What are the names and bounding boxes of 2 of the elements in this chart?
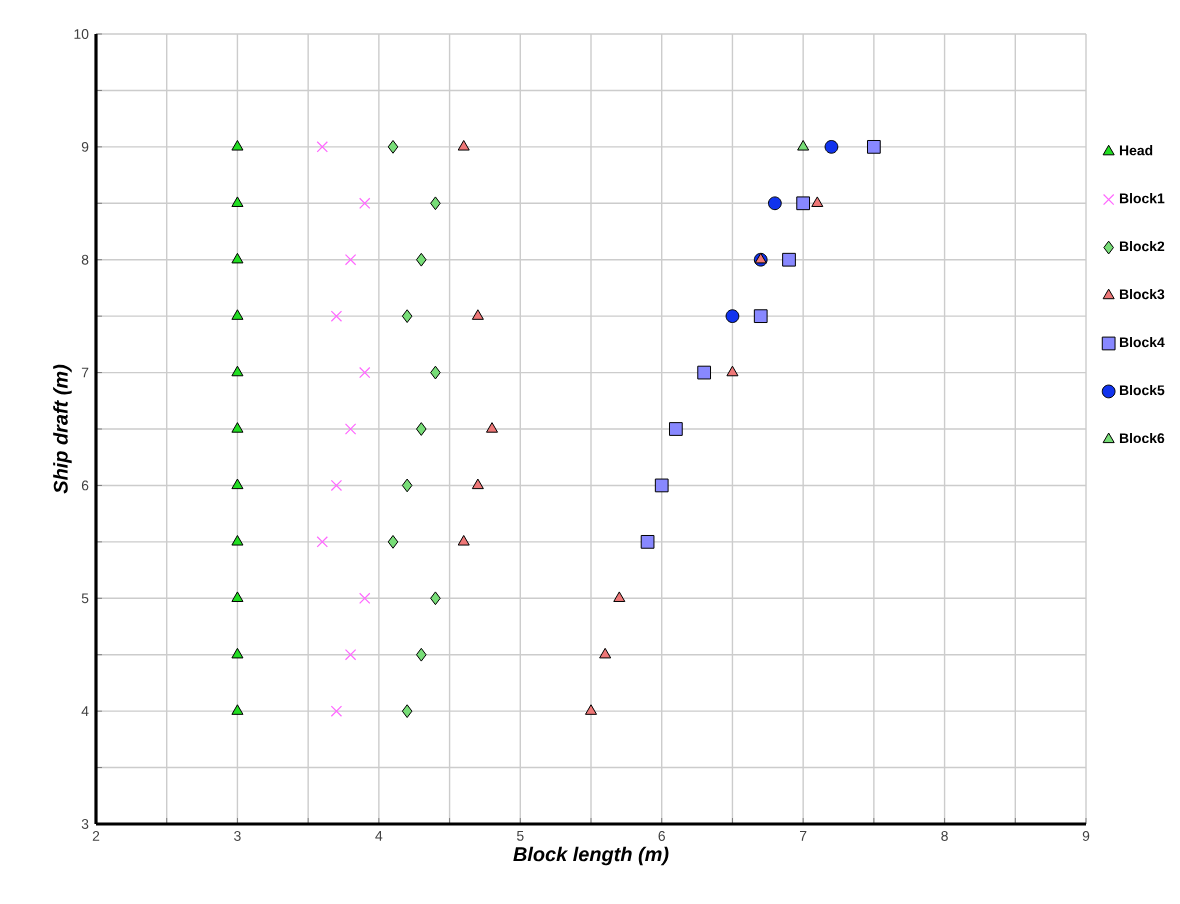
y-axis-title: Ship draft (m) xyxy=(53,364,72,494)
x-axis-title: Block length (m) xyxy=(513,846,669,866)
